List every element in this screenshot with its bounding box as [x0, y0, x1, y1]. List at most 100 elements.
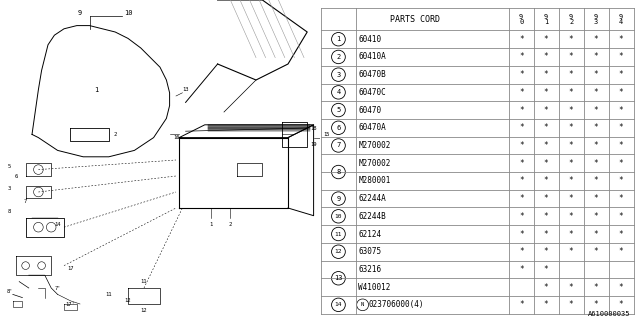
Text: *: *	[619, 283, 623, 292]
Text: *: *	[544, 123, 548, 132]
Text: *: *	[519, 247, 524, 256]
Text: *: *	[544, 88, 548, 97]
Text: *: *	[594, 123, 598, 132]
Text: 12: 12	[141, 308, 147, 313]
Text: M280001: M280001	[358, 176, 390, 185]
Text: 19: 19	[310, 141, 317, 147]
Text: *: *	[569, 141, 573, 150]
Text: 60470: 60470	[358, 106, 381, 115]
Text: *: *	[519, 35, 524, 44]
Text: 8: 8	[8, 209, 12, 214]
Text: *: *	[519, 300, 524, 309]
Text: 13: 13	[182, 87, 189, 92]
Text: *: *	[544, 283, 548, 292]
Text: *: *	[519, 265, 524, 274]
Text: 2: 2	[337, 54, 340, 60]
Text: *: *	[544, 176, 548, 185]
Text: *: *	[544, 300, 548, 309]
Text: *: *	[569, 300, 573, 309]
Text: A610000035: A610000035	[588, 311, 630, 317]
Text: 9
2: 9 2	[569, 13, 573, 25]
Text: *: *	[544, 265, 548, 274]
Text: 60470B: 60470B	[358, 70, 386, 79]
Text: 2: 2	[228, 221, 232, 227]
Text: *: *	[519, 141, 524, 150]
Text: *: *	[519, 229, 524, 238]
Text: *: *	[594, 159, 598, 168]
Text: 9
1: 9 1	[544, 13, 548, 25]
Text: 16: 16	[173, 135, 179, 140]
Text: *: *	[569, 35, 573, 44]
Text: *: *	[569, 283, 573, 292]
Text: *: *	[569, 123, 573, 132]
Text: 9: 9	[78, 10, 82, 16]
Text: PARTS CORD: PARTS CORD	[390, 15, 440, 24]
Text: 3: 3	[8, 186, 12, 191]
Text: *: *	[519, 88, 524, 97]
Text: 9
0: 9 0	[519, 13, 524, 25]
Text: *: *	[569, 159, 573, 168]
Text: 14: 14	[335, 302, 342, 307]
Text: *: *	[519, 194, 524, 203]
Text: 11: 11	[335, 231, 342, 236]
Text: *: *	[544, 35, 548, 44]
Text: 9
3: 9 3	[594, 13, 598, 25]
Text: 60470A: 60470A	[358, 123, 386, 132]
Text: 8': 8'	[6, 289, 13, 294]
Text: 11: 11	[106, 292, 112, 297]
Text: *: *	[619, 123, 623, 132]
Text: *: *	[544, 194, 548, 203]
Text: *: *	[619, 70, 623, 79]
Text: 10: 10	[124, 10, 132, 16]
Text: *: *	[619, 88, 623, 97]
Text: *: *	[519, 212, 524, 221]
Text: W410012: W410012	[358, 283, 390, 292]
Text: 8: 8	[337, 169, 340, 175]
Text: 3: 3	[337, 72, 340, 78]
Text: 1: 1	[209, 221, 213, 227]
Text: *: *	[619, 229, 623, 238]
Text: 60410A: 60410A	[358, 52, 386, 61]
Text: *: *	[594, 106, 598, 115]
Text: 60470C: 60470C	[358, 88, 386, 97]
Text: *: *	[594, 283, 598, 292]
Text: 62244B: 62244B	[358, 212, 386, 221]
Text: *: *	[569, 176, 573, 185]
Text: 12: 12	[125, 298, 131, 303]
Text: M270002: M270002	[358, 159, 390, 168]
Text: 63216: 63216	[358, 265, 381, 274]
Text: 6: 6	[337, 125, 340, 131]
Text: *: *	[594, 247, 598, 256]
Text: 6: 6	[14, 173, 18, 179]
Text: *: *	[569, 106, 573, 115]
Text: *: *	[569, 194, 573, 203]
Text: 2: 2	[113, 132, 117, 137]
Text: *: *	[594, 176, 598, 185]
Text: 14: 14	[54, 221, 61, 227]
Text: *: *	[619, 106, 623, 115]
Text: *: *	[594, 212, 598, 221]
Text: 4: 4	[337, 89, 340, 95]
Text: *: *	[544, 212, 548, 221]
Text: 5: 5	[337, 107, 340, 113]
Text: *: *	[544, 141, 548, 150]
Text: 15: 15	[323, 132, 330, 137]
Text: 7: 7	[337, 142, 340, 148]
Text: *: *	[569, 212, 573, 221]
Text: *: *	[569, 247, 573, 256]
Text: 10: 10	[335, 214, 342, 219]
Text: *: *	[594, 88, 598, 97]
Text: 1: 1	[94, 87, 98, 92]
Text: *: *	[594, 35, 598, 44]
Text: 18: 18	[310, 125, 317, 131]
Text: 7: 7	[24, 199, 28, 204]
Text: *: *	[619, 159, 623, 168]
Text: 11: 11	[141, 279, 147, 284]
Text: *: *	[569, 52, 573, 61]
Text: *: *	[594, 229, 598, 238]
Text: *: *	[544, 159, 548, 168]
Text: 60410: 60410	[358, 35, 381, 44]
Text: *: *	[619, 141, 623, 150]
Text: *: *	[569, 70, 573, 79]
Text: *: *	[544, 52, 548, 61]
